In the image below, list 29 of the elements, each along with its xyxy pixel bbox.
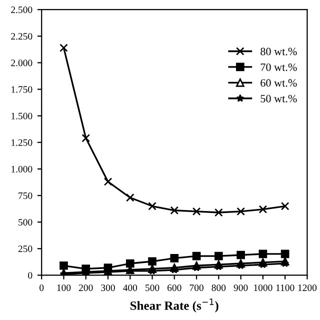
y-tick-label: 1.500 xyxy=(12,112,32,120)
x-tick-label: 300 xyxy=(101,284,115,292)
x-tick-label: 1100 xyxy=(276,284,294,292)
x-tick-label: 600 xyxy=(168,284,182,292)
y-tick-label: 500 xyxy=(18,218,32,226)
y-tick-label: 0 xyxy=(28,272,32,279)
x-tick-label: 200 xyxy=(79,284,93,292)
x-tick-label: 500 xyxy=(146,284,160,292)
y-tick-label: 1.000 xyxy=(12,166,32,172)
y-tick-label: 1.250 xyxy=(12,139,32,146)
x-tick-label: 1200 xyxy=(298,284,317,292)
y-tick-label: 2.500 xyxy=(11,6,32,14)
x-tick-label: 1000 xyxy=(254,284,272,292)
legend-label: 70 wt.% xyxy=(260,63,297,72)
y-tick-label: 1.750 xyxy=(12,86,32,93)
x-tick-label: 0 xyxy=(40,284,44,292)
legend-label: 60 wt.% xyxy=(260,79,297,87)
x-tick-label: 800 xyxy=(212,284,226,292)
legend-label: 50 wt.% xyxy=(260,94,297,102)
y-tick-label: 2.000 xyxy=(11,60,32,66)
x-tick-label: 700 xyxy=(190,284,204,292)
y-tick-label: 250 xyxy=(18,246,32,252)
y-tick-label: 750 xyxy=(18,192,32,199)
x-tick-label: 900 xyxy=(234,284,248,292)
y-tick-label: 2.250 xyxy=(11,33,32,40)
x-tick-label: 100 xyxy=(57,284,71,292)
legend-label: 80 wt.% xyxy=(260,48,297,56)
x-axis-title: Shear Rate (s$^{−1}$) xyxy=(130,298,218,312)
x-tick-label: 400 xyxy=(123,284,138,292)
